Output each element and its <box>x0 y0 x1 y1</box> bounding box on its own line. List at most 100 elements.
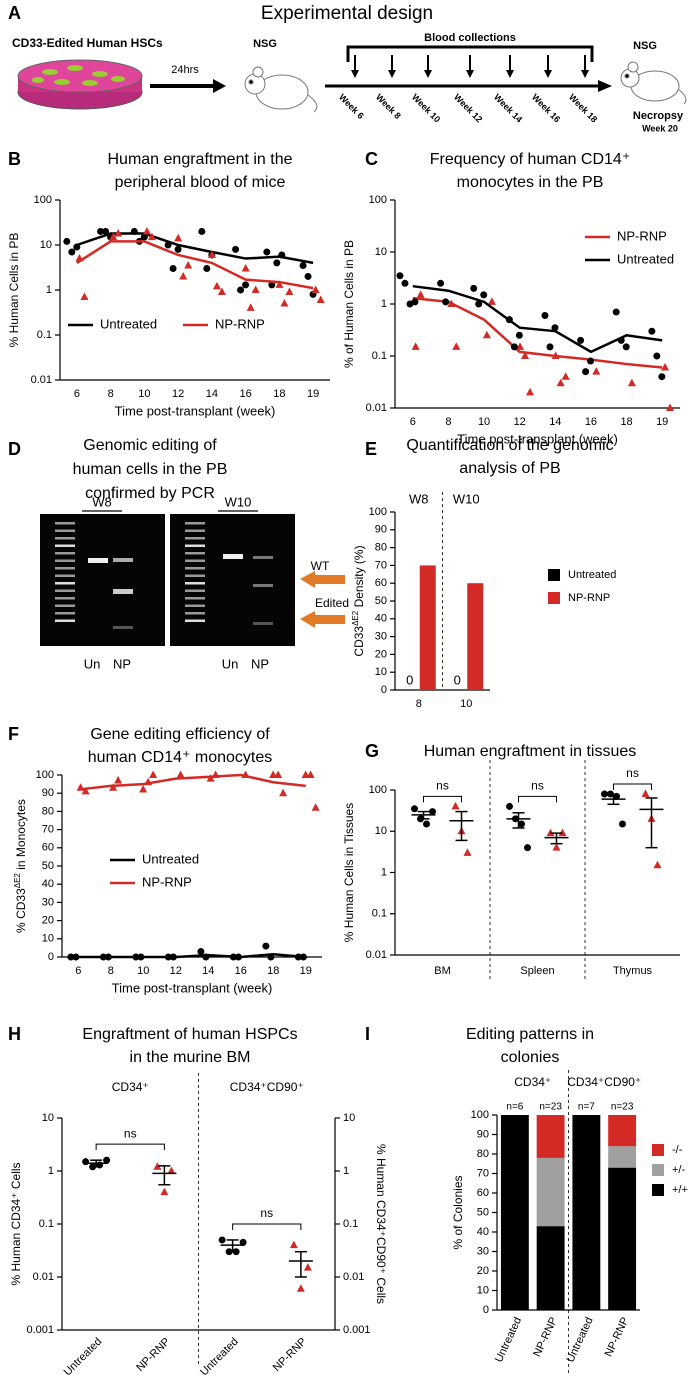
point <box>218 1236 226 1244</box>
point <box>648 327 656 335</box>
collections-label: Blood collections <box>424 32 516 44</box>
y-axis-label: % CD33ΔE2 in Monocytes <box>13 799 29 933</box>
point <box>217 287 226 296</box>
timepoint: W10 <box>225 494 252 509</box>
y-tick-label: 30 <box>375 631 387 643</box>
point <box>592 367 601 375</box>
ladder-band <box>185 589 205 592</box>
point <box>306 770 315 778</box>
point <box>521 351 530 359</box>
point <box>109 232 118 241</box>
down-arrow-head <box>544 70 552 78</box>
week-label: Week 10 <box>410 92 442 124</box>
group-label: W8 <box>409 491 429 506</box>
y-tick-label: 100 <box>34 194 52 206</box>
point <box>263 248 271 256</box>
x-tick-label: 10 <box>478 416 490 428</box>
point <box>653 352 661 360</box>
x-tick-label: 16 <box>235 965 247 977</box>
point <box>451 801 460 810</box>
point <box>552 843 561 851</box>
y-tick-label: 10 <box>40 239 52 251</box>
annotation: ns <box>260 1206 273 1220</box>
ladder-band <box>185 544 205 547</box>
ladder-band <box>55 619 75 622</box>
y-tick-label: 90 <box>375 524 387 536</box>
point <box>411 342 420 350</box>
ladder-band <box>185 582 205 585</box>
gel-title: human cells in the PB <box>73 461 228 478</box>
point <box>516 342 525 350</box>
y-tick-label: 60 <box>375 577 387 589</box>
point <box>641 789 650 797</box>
ladder-band <box>55 574 75 577</box>
point <box>275 280 284 288</box>
y-tick-label: 10 <box>375 666 387 678</box>
legend-swatch <box>548 592 560 604</box>
y-tick-label: 50 <box>375 595 387 607</box>
band-arrow <box>300 571 345 588</box>
lane-label: Un <box>222 656 239 671</box>
ladder-band <box>185 559 205 562</box>
bar-segment <box>572 1115 601 1310</box>
bracket <box>613 783 652 790</box>
point <box>396 272 404 280</box>
start-model: NSG <box>253 38 277 50</box>
y-tick-label: 40 <box>375 613 387 625</box>
y-tick-label: 40 <box>477 1226 489 1238</box>
x-tick-label: BM <box>434 965 451 977</box>
point <box>82 1158 90 1166</box>
point <box>515 331 523 339</box>
point <box>274 770 283 778</box>
chart-title: Gene editing efficiency of <box>90 726 270 743</box>
ladder-band <box>185 597 205 600</box>
dish <box>17 59 143 110</box>
bracket <box>518 795 557 803</box>
y-tick-label: 60 <box>42 842 54 854</box>
y-tick-label: 70 <box>42 824 54 836</box>
x-tick-label: NP-RNP <box>531 1315 560 1358</box>
band-label: Edited <box>315 596 349 610</box>
legend-label: Untreated <box>100 316 157 331</box>
panel-label: F <box>8 724 19 744</box>
x-tick-label: 14 <box>549 416 561 428</box>
point <box>480 291 488 299</box>
chart-title: human CD14⁺ monocytes <box>88 749 273 766</box>
point <box>239 1238 247 1246</box>
point <box>311 803 320 811</box>
point <box>63 237 71 245</box>
y-tick-label: 20 <box>375 648 387 660</box>
x-tick-label: 10 <box>460 698 472 710</box>
y-tick-label: 0.001 <box>26 1324 54 1336</box>
y-tick-label: 100 <box>369 506 387 518</box>
point <box>167 1166 176 1174</box>
timeline-head <box>598 80 612 92</box>
y-tick-label: 50 <box>477 1206 489 1218</box>
legend-label: -/- <box>672 1144 683 1156</box>
bar-segment <box>608 1167 637 1310</box>
mouse <box>244 66 318 113</box>
point <box>289 1240 298 1249</box>
point <box>612 308 620 316</box>
y-tick-label: 80 <box>477 1148 489 1160</box>
point <box>316 295 325 303</box>
point <box>429 808 436 816</box>
annotation: n=23 <box>611 1102 634 1113</box>
bar-segment <box>536 1226 565 1310</box>
y-tick-label: 10 <box>42 933 54 945</box>
point <box>139 785 148 793</box>
point <box>81 786 90 795</box>
y-tick-label: 90 <box>477 1128 489 1140</box>
point <box>174 245 182 253</box>
end-week: Week 20 <box>642 123 678 133</box>
group-label: CD34⁺ <box>112 1080 149 1094</box>
bar-segment <box>608 1115 637 1147</box>
x-tick-label: 18 <box>267 965 279 977</box>
point <box>470 284 478 292</box>
point <box>658 373 666 381</box>
legend-swatch <box>652 1144 664 1156</box>
y-tick-label: 80 <box>375 542 387 554</box>
ladder-band <box>55 559 75 562</box>
point <box>160 1187 169 1196</box>
annotation: ns <box>626 766 639 780</box>
